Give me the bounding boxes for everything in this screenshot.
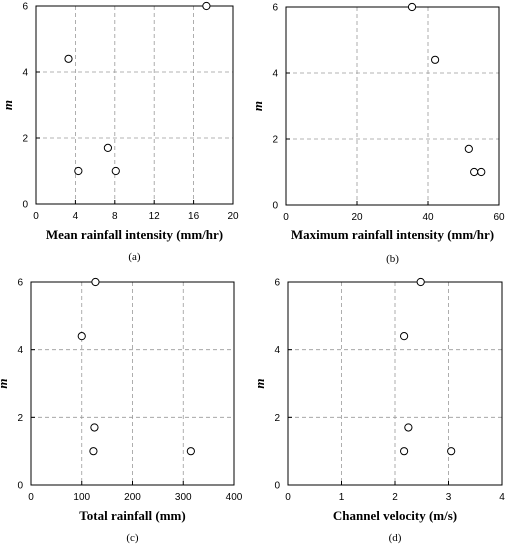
data-point [74, 166, 83, 176]
y-tick-label: 6 [22, 2, 28, 13]
data-point [90, 423, 99, 432]
y-tick-label: 0 [17, 481, 23, 492]
y-tick-label: 6 [17, 278, 23, 289]
x-tick-label: 1 [339, 492, 345, 503]
data-point [404, 423, 413, 432]
y-tick-label: 0 [274, 481, 280, 492]
y-tick-label: 0 [272, 201, 278, 212]
x-tick-label: 200 [124, 492, 141, 503]
y-tick-label: 4 [17, 345, 23, 356]
data-point [89, 447, 98, 456]
y-axis-label: m [252, 378, 267, 388]
x-tick-label: 12 [149, 211, 161, 222]
panel-caption: (c) [126, 532, 139, 544]
y-tick-label: 0 [22, 200, 28, 211]
x-tick-label: 100 [73, 492, 90, 503]
y-axis-label: m [250, 101, 265, 111]
chart-panel-4: 0 1 2 3 4 0 2 4 6 Channel velocity (m/s) m (d) [252, 278, 505, 545]
data-point [416, 277, 425, 287]
y-tick-label: 2 [17, 413, 23, 424]
data-point [186, 447, 195, 456]
x-tick-label: 8 [112, 211, 118, 222]
y-axis-label: m [0, 378, 10, 388]
y-tick-label: 2 [272, 135, 278, 146]
y-tick-label: 6 [272, 3, 278, 14]
x-tick-label: 300 [175, 492, 192, 503]
x-tick-label: 20 [227, 211, 239, 222]
data-point [91, 277, 100, 287]
x-tick-label: 4 [499, 492, 505, 503]
data-point [470, 167, 479, 177]
data-point [464, 144, 473, 153]
y-tick-label: 2 [274, 413, 280, 424]
x-tick-label: 400 [226, 492, 243, 503]
data-point [431, 55, 440, 64]
x-tick-label: 0 [33, 211, 39, 222]
data-point [111, 166, 120, 176]
data-point [477, 167, 486, 177]
y-tick-label: 6 [274, 278, 280, 289]
panel-caption: (a) [128, 251, 141, 263]
chart-panel-1: 0 4 8 12 16 20 0 2 4 6 Mean rainfall intensity (mm… [0, 2, 239, 264]
x-axis-label: Channel velocity (m/s) [333, 508, 457, 523]
y-tick-label: 4 [22, 68, 28, 79]
data-point [64, 54, 73, 63]
y-tick-label: 4 [274, 345, 280, 356]
panel-caption: (b) [386, 253, 399, 265]
chart-panel-3: 0 100 200 300 400 0 2 4 6 Total rainfall (mm) m (c) [0, 278, 243, 545]
data-point [407, 2, 417, 12]
x-tick-label: 0 [28, 492, 34, 503]
x-tick-label: 0 [285, 492, 291, 503]
plot-frame [35, 5, 234, 205]
x-tick-label: 16 [188, 211, 200, 222]
data-point [399, 332, 409, 341]
data-point [447, 447, 456, 456]
chart-panel-2: 0 20 40 60 0 2 4 6 Maximum rainfall intensity (m… [250, 3, 505, 266]
x-tick-label: 0 [283, 212, 289, 223]
x-axis-label: Maximum rainfall intensity (mm/hr) [291, 227, 494, 242]
data-point [77, 332, 86, 341]
x-axis-label: Total rainfall (mm) [79, 508, 185, 523]
x-tick-label: 20 [351, 212, 363, 223]
data-point [202, 1, 211, 11]
panel-caption: (d) [389, 532, 402, 544]
data-point [103, 143, 113, 152]
x-tick-label: 60 [493, 212, 505, 223]
y-tick-label: 2 [22, 134, 28, 145]
plot-frame [285, 6, 500, 206]
x-tick-label: 2 [392, 492, 398, 503]
data-point [399, 447, 409, 456]
x-tick-label: 40 [422, 212, 434, 223]
y-tick-label: 4 [272, 69, 278, 80]
x-tick-label: 3 [446, 492, 452, 503]
x-axis-label: Mean rainfall intensity (mm/hr) [46, 227, 223, 242]
x-tick-label: 4 [73, 211, 79, 222]
y-axis-label: m [0, 100, 15, 110]
